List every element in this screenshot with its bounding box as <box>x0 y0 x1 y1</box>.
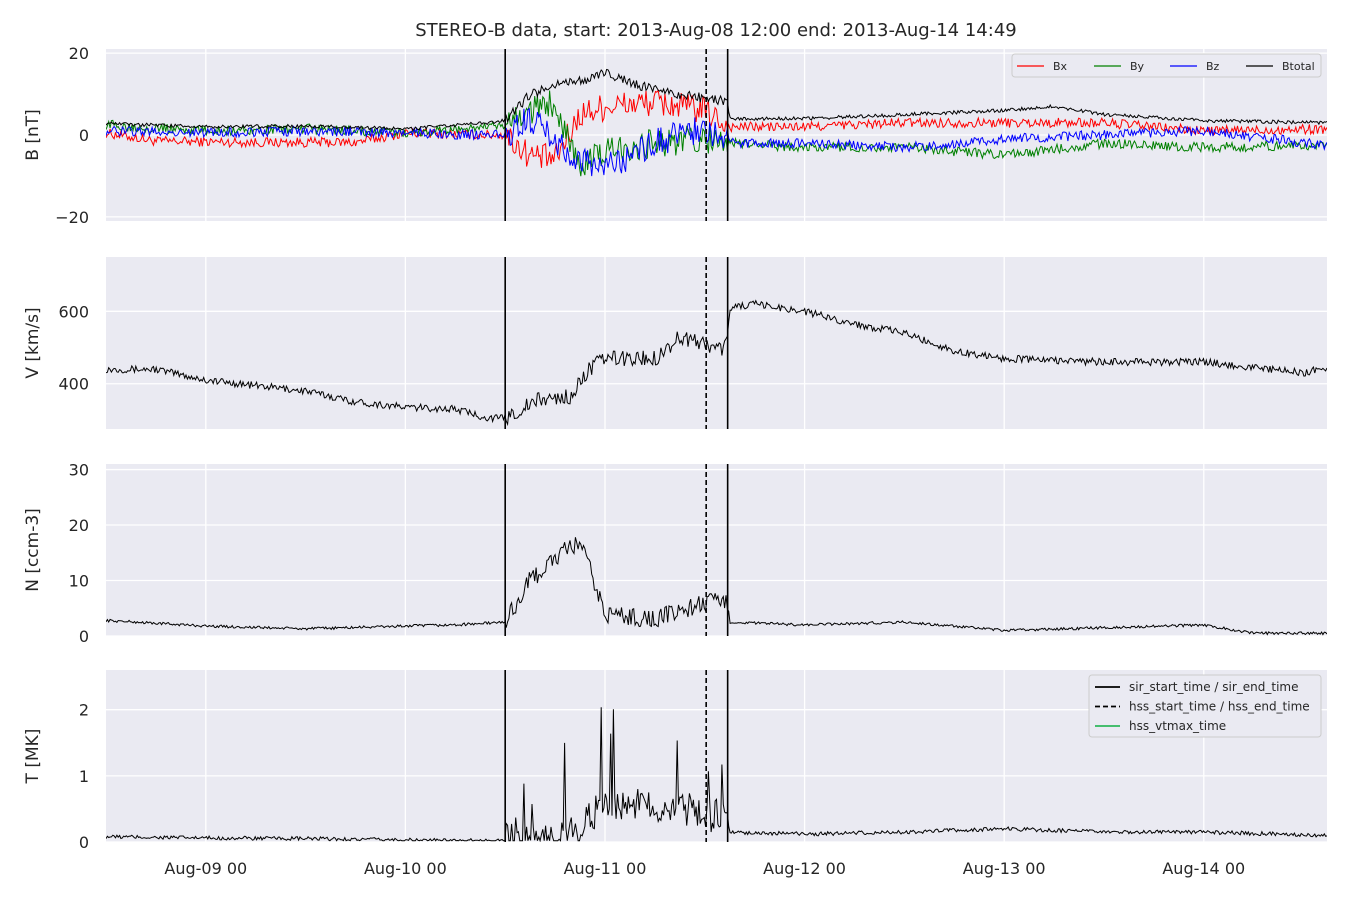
y-tick-label: 2 <box>79 701 89 720</box>
panel-B: 20 0 −20 B [nT] Bx By Bz Btotal <box>23 44 1327 227</box>
legend-label-Bz: Bz <box>1206 60 1220 73</box>
legend-label-Btotal: Btotal <box>1282 60 1315 73</box>
x-tick-label: Aug-12 00 <box>763 859 846 878</box>
series-group <box>106 299 1327 427</box>
x-tick-label: Aug-11 00 <box>564 859 647 878</box>
y-axis-label: B [nT] <box>23 109 43 161</box>
y-tick-label: 20 <box>69 516 89 535</box>
panel-T: 2 1 0 T [MK] sir_start_time / sir_end_timehs… <box>23 670 1327 852</box>
series-line-T <box>106 707 1327 842</box>
y-tick-label: −20 <box>55 208 89 227</box>
series-group <box>106 707 1327 842</box>
y-tick-label: 0 <box>79 627 89 646</box>
legend-box <box>1011 53 1322 78</box>
series-line-Bx <box>106 89 1327 168</box>
y-axis-label: T [MK] <box>23 729 43 785</box>
panel-background <box>106 464 1327 636</box>
x-tick-label: Aug-13 00 <box>963 859 1046 878</box>
panel-N: 30 20 10 0 N [ccm-3] <box>23 461 1327 646</box>
series-line-Bz <box>106 107 1327 177</box>
series-line-N <box>106 537 1327 636</box>
legend-label-Bx: Bx <box>1053 60 1068 73</box>
y-tick-label: 20 <box>69 44 89 63</box>
x-tick-label: Aug-09 00 <box>164 859 247 878</box>
series-group <box>106 68 1327 177</box>
legend-box <box>1088 674 1322 738</box>
legend-label: sir_start_time / sir_end_time <box>1129 680 1299 694</box>
chart-title: STEREO-B data, start: 2013-Aug-08 12:00 … <box>415 20 1016 41</box>
y-tick-label: 1 <box>79 767 89 786</box>
y-axis-label: N [ccm-3] <box>23 508 43 592</box>
x-tick-label: Aug-14 00 <box>1162 859 1245 878</box>
y-axis-label: V [km/s] <box>23 307 43 378</box>
legend-label: hss_vtmax_time <box>1129 719 1226 733</box>
legend-label-By: By <box>1130 60 1145 73</box>
panel-background <box>106 257 1327 429</box>
legend-events: sir_start_time / sir_end_time hss_start_t… <box>1088 674 1322 738</box>
y-tick-label: 600 <box>58 302 89 321</box>
series-line-Btotal <box>106 68 1327 131</box>
series-group <box>106 537 1327 636</box>
x-axis-ticks: Aug-09 00 Aug-10 00 Aug-11 00 Aug-12 00 Aug-… <box>164 859 1245 878</box>
panel-V: 600 400 V [km/s] <box>23 257 1327 429</box>
y-tick-label: 0 <box>79 126 89 145</box>
x-tick-label: Aug-10 00 <box>364 859 447 878</box>
y-tick-label: 0 <box>79 833 89 852</box>
legend-label: hss_start_time / hss_end_time <box>1129 700 1310 714</box>
y-tick-label: 10 <box>69 572 89 591</box>
legend-magnetic: Bx By Bz Btotal <box>1011 53 1322 78</box>
y-tick-label: 400 <box>58 375 89 394</box>
y-tick-label: 30 <box>69 461 89 480</box>
series-line-V <box>106 299 1327 427</box>
